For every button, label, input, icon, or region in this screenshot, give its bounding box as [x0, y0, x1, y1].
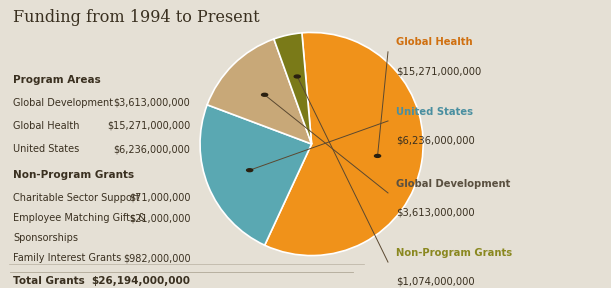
Text: Global Health: Global Health [13, 121, 79, 131]
Text: United States: United States [13, 144, 79, 154]
Text: $15,271,000,000: $15,271,000,000 [107, 121, 191, 131]
Text: $15,271,000,000: $15,271,000,000 [396, 66, 481, 76]
Text: Global Health: Global Health [396, 37, 473, 48]
Wedge shape [265, 33, 423, 255]
Wedge shape [200, 105, 312, 245]
Text: Total Grants: Total Grants [13, 276, 85, 287]
Text: United States: United States [396, 107, 474, 117]
Text: $3,613,000,000: $3,613,000,000 [114, 98, 191, 108]
Text: $71,000,000: $71,000,000 [129, 193, 191, 203]
Text: Global Development: Global Development [396, 179, 511, 189]
Text: Global Development: Global Development [13, 98, 113, 108]
Text: Program Areas: Program Areas [13, 75, 101, 85]
Text: $3,613,000,000: $3,613,000,000 [396, 207, 475, 217]
Text: $6,236,000,000: $6,236,000,000 [396, 135, 475, 145]
Text: $21,000,000: $21,000,000 [129, 213, 191, 223]
Text: Family Interest Grants: Family Interest Grants [13, 253, 122, 264]
Text: Funding from 1994 to Present: Funding from 1994 to Present [13, 9, 260, 26]
Text: $6,236,000,000: $6,236,000,000 [114, 144, 191, 154]
Text: $26,194,000,000: $26,194,000,000 [92, 276, 191, 287]
Text: Non-Program Grants: Non-Program Grants [13, 170, 134, 180]
Text: Non-Program Grants: Non-Program Grants [396, 248, 513, 258]
Text: $982,000,000: $982,000,000 [123, 253, 191, 264]
Wedge shape [274, 33, 312, 144]
Wedge shape [207, 39, 312, 144]
Text: $1,074,000,000: $1,074,000,000 [396, 276, 475, 287]
Text: Employee Matching Gifts &: Employee Matching Gifts & [13, 213, 146, 223]
Text: Charitable Sector Support: Charitable Sector Support [13, 193, 140, 203]
Text: Sponsorships: Sponsorships [13, 233, 78, 243]
